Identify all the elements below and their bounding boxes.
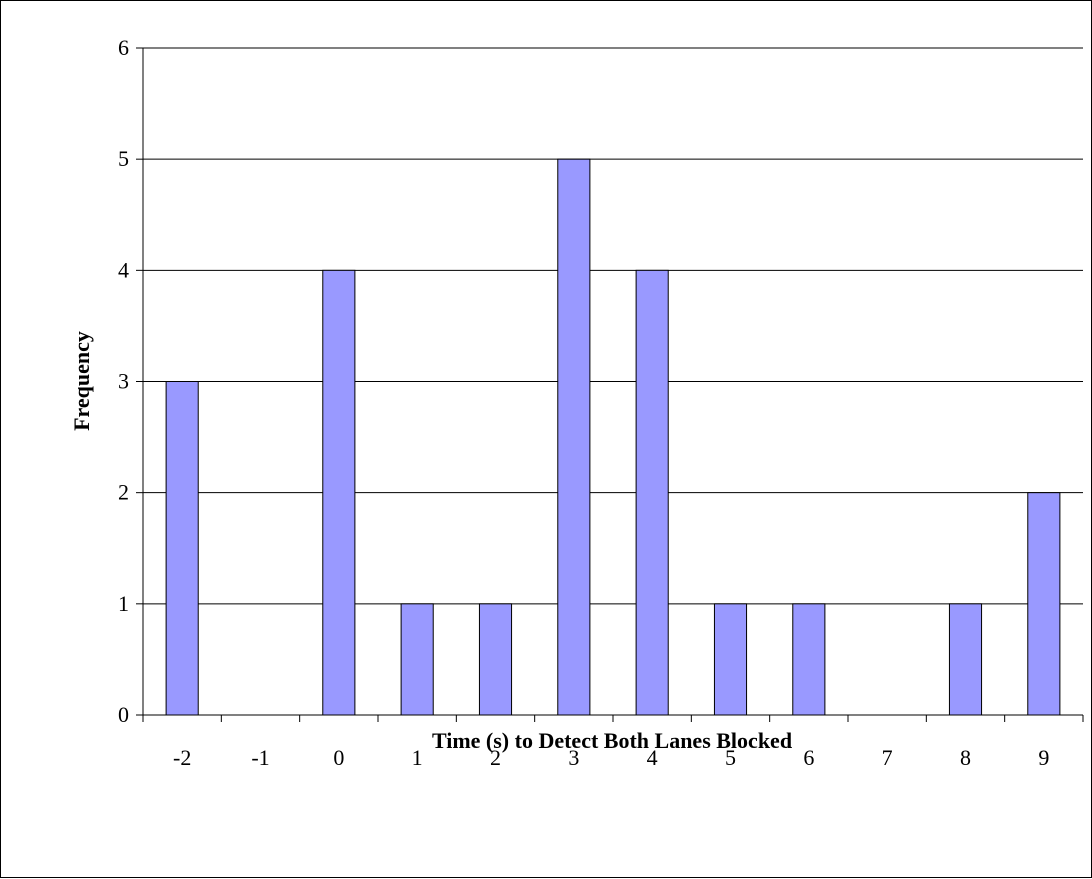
y-tick-label: 6 xyxy=(118,35,129,60)
x-tick-label: 0 xyxy=(333,745,344,770)
bar xyxy=(713,603,748,716)
bar xyxy=(948,603,983,716)
y-tick-label: 1 xyxy=(118,591,129,616)
y-axis-title: Frequency xyxy=(69,331,94,431)
bar xyxy=(478,603,513,716)
x-tick-label: 6 xyxy=(803,745,814,770)
y-tick-label: 4 xyxy=(118,257,129,282)
gridlines xyxy=(143,47,1083,605)
axes xyxy=(136,47,1084,722)
y-tick-label: 5 xyxy=(118,146,129,171)
x-tick-label: 2 xyxy=(490,745,501,770)
bar xyxy=(1027,492,1061,716)
x-axis-title: Time (s) to Detect Both Lanes Blocked xyxy=(432,728,792,753)
bar xyxy=(635,269,669,716)
x-tick-label: 4 xyxy=(647,745,658,770)
bar xyxy=(557,158,591,716)
y-tick-label: 0 xyxy=(118,702,129,727)
x-tick-label: 9 xyxy=(1038,745,1049,770)
x-tick-label: 8 xyxy=(960,745,971,770)
y-tick-label: 2 xyxy=(118,480,129,505)
bar xyxy=(322,269,356,716)
y-tick-label: 3 xyxy=(118,369,129,394)
x-tick-label: 7 xyxy=(882,745,893,770)
x-tick-label: -1 xyxy=(251,745,269,770)
x-tick-label: -2 xyxy=(173,745,191,770)
tick-labels: 0 1 2 3 4 5 6 -2 -1 0 1 2 3 4 5 6 7 8 9 xyxy=(118,35,1049,770)
bar xyxy=(792,603,826,716)
x-tick-label: 3 xyxy=(568,745,579,770)
bar xyxy=(400,603,434,716)
bars xyxy=(165,158,1061,716)
bar xyxy=(165,381,199,716)
x-tick-label: 5 xyxy=(725,745,736,770)
x-tick-label: 1 xyxy=(412,745,423,770)
